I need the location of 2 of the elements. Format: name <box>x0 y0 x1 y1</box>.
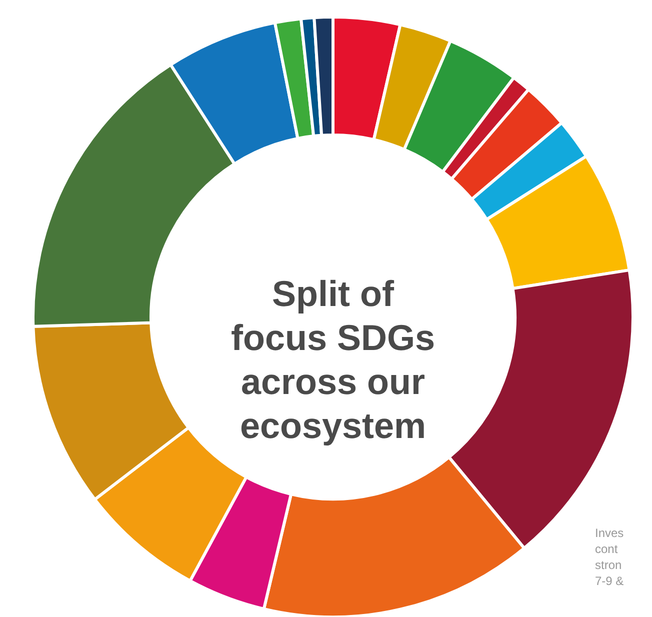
text: Inves cont stron 7-9 & <box>595 526 624 588</box>
text: Split of focus SDGs across our ecosystem <box>230 273 436 446</box>
